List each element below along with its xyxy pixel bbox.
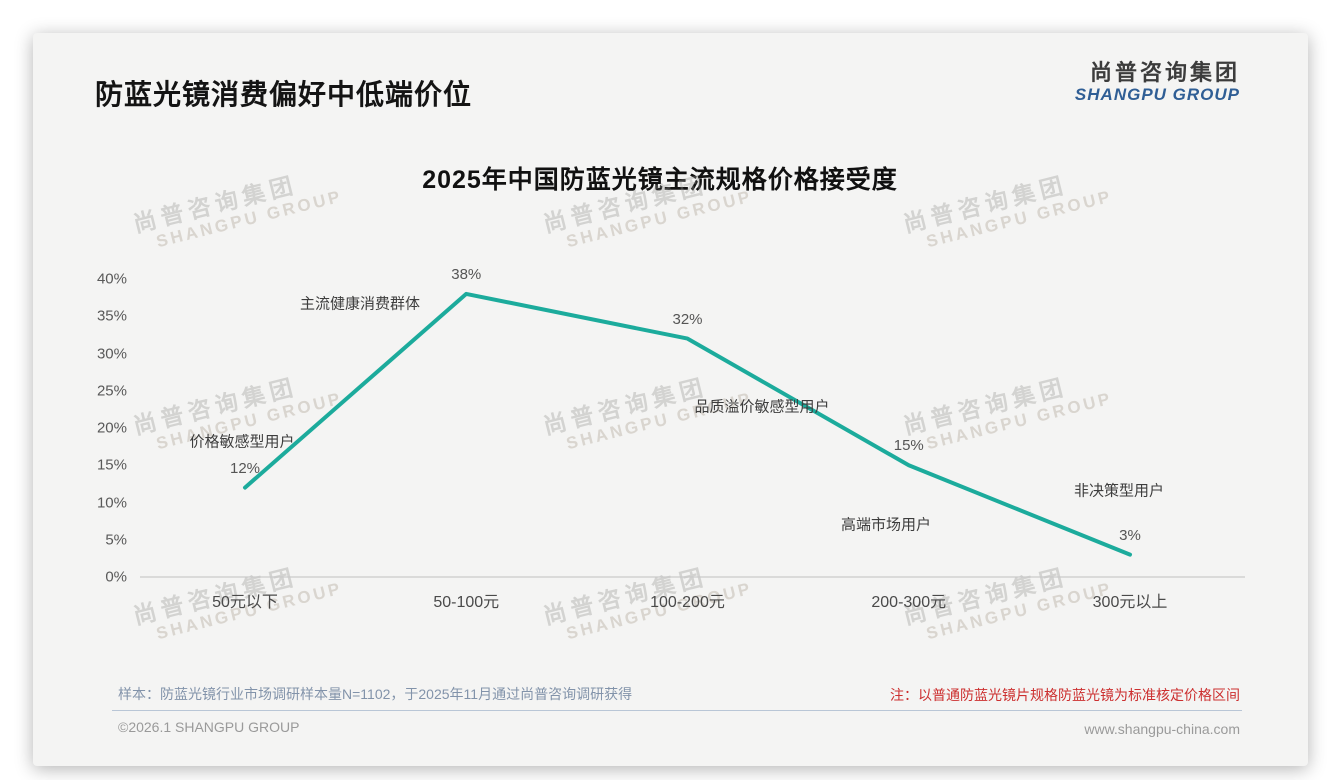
logo-en-text: SHANGPU GROUP [1074, 85, 1240, 104]
acceptance-line-series [243, 291, 1132, 557]
price-basis-note: 注：以普通防蓝光镜片规格防蓝光镜为标准核定价格区间 [890, 687, 1240, 703]
footer-divider [112, 710, 1242, 711]
page-title: 防蓝光镜消费偏好中低端价位 [95, 79, 473, 110]
footer-copyright: ©2026.1 SHANGPU GROUP [118, 719, 300, 735]
sample-note: 样本：防蓝光镜行业市场调研样本量N=1102，于2025年11月通过尚普咨询调研… [118, 686, 633, 702]
slide-card: 防蓝光镜消费偏好中低端价位 尚普咨询集团 SHANGPU GROUP 2025年… [33, 33, 1308, 766]
footer-website: www.shangpu-china.com [1084, 721, 1240, 737]
company-logo: 尚普咨询集团 SHANGPU GROUP [1074, 60, 1240, 105]
logo-cn-text: 尚普咨询集团 [1089, 60, 1240, 85]
chart-title: 2025年中国防蓝光镜主流规格价格接受度 [422, 166, 898, 194]
